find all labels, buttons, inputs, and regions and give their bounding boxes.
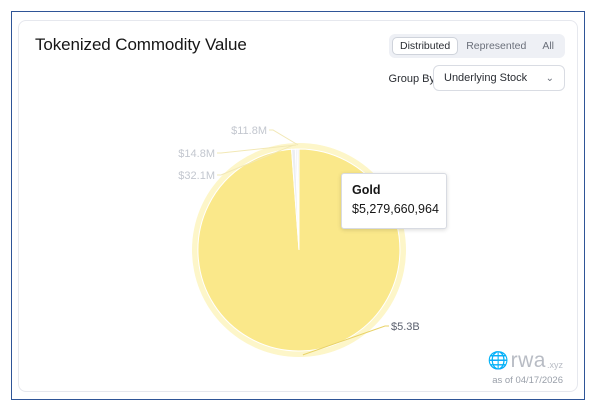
view-toggle: Distributed Represented All (389, 34, 565, 58)
tooltip-name: Gold (352, 183, 381, 197)
leader-line (269, 129, 299, 146)
brand-suffix: .xyz (546, 360, 563, 370)
leader-line (217, 144, 294, 176)
group-by-value: Underlying Stock (444, 72, 528, 84)
tab-represented[interactable]: Represented (466, 40, 527, 52)
tooltip-value: $5,279,660,964 (352, 202, 439, 216)
as-of-date: as of 04/17/2026 (492, 375, 563, 386)
chart-tooltip: Gold $5,279,660,964 (341, 173, 447, 229)
group-by-select[interactable]: Underlying Stock ⌄ (433, 65, 565, 91)
leader-line (217, 144, 297, 154)
group-by-label: Group By (388, 73, 435, 85)
slice-data-label: $11.8M (231, 125, 267, 137)
brand-logo: 🌐 rwa .xyz (487, 349, 563, 373)
slice-data-label: $32.1M (178, 170, 215, 182)
pie-slice[interactable] (296, 148, 300, 251)
brand-name: rwa (510, 349, 546, 372)
chevron-down-icon: ⌄ (545, 72, 554, 84)
leader-line (302, 325, 389, 356)
globe-icon: 🌐 (487, 351, 509, 370)
chart-title: Tokenized Commodity Value (35, 35, 247, 54)
slice-data-label: $14.8M (178, 148, 215, 160)
pie-chart: $5.3B $32.1M $14.8M $11.8M (178, 125, 420, 357)
chart-card: Tokenized Commodity Value Distributed Re… (18, 20, 578, 392)
tab-distributed[interactable]: Distributed (392, 37, 459, 55)
tab-all[interactable]: All (542, 40, 554, 52)
slice-data-label: $5.3B (391, 321, 420, 333)
